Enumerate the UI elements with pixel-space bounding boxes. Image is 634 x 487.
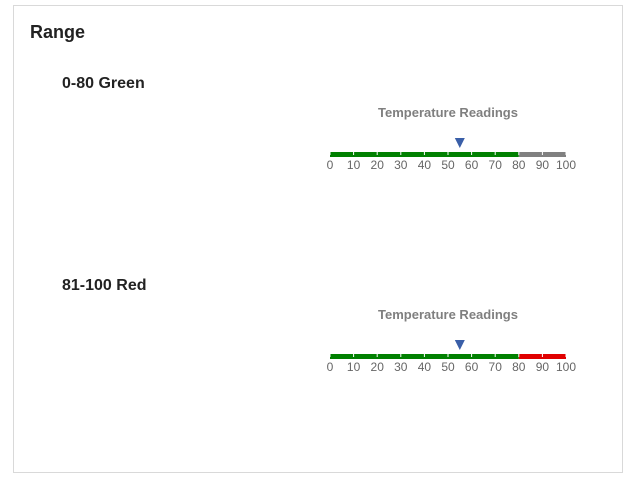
gauge-tick-label: 100	[556, 360, 576, 374]
gauge-section-red: 81-100 Red Temperature Readings 0 10 20 30 4…	[14, 277, 624, 427]
gauge-value-marker	[454, 340, 465, 350]
gauge-tick-label: 70	[489, 360, 503, 374]
gauge-tick-label: 20	[371, 360, 385, 374]
gauge-tick-label: 80	[512, 158, 526, 172]
gauge-tick-label: 50	[441, 360, 455, 374]
gauge-tick-label: 20	[371, 158, 385, 172]
gauge-tick-label: 60	[465, 158, 479, 172]
gauge-section-green: 0-80 Green Temperature Readings 0 10 20 30 4…	[14, 75, 624, 225]
gauge-tick-label: 40	[418, 158, 432, 172]
gauge-tick-label: 10	[347, 360, 361, 374]
gauge-title: Temperature Readings	[378, 105, 518, 120]
gauge-label: 0-80 Green	[62, 75, 145, 92]
gauge-tick-label: 90	[536, 158, 550, 172]
linear-gauge: 0 10 20 30 40 50 60 70 80 90 100	[327, 138, 576, 172]
gauge-value-marker	[454, 138, 465, 148]
gauge-tick-label: 0	[327, 158, 334, 172]
gauge-tick-label: 80	[512, 360, 526, 374]
gauge-tick-label: 30	[394, 360, 408, 374]
gauge-tick-label: 60	[465, 360, 479, 374]
gauge-label: 81-100 Red	[62, 277, 147, 294]
gauge-title: Temperature Readings	[378, 307, 518, 322]
gauge-tick-label: 0	[327, 360, 334, 374]
gauge-tick-label: 50	[441, 158, 455, 172]
gauge-tick-label: 90	[536, 360, 550, 374]
gauge-tick-label: 40	[418, 360, 432, 374]
gauge-tick-label: 30	[394, 158, 408, 172]
gauge-tick-label: 10	[347, 158, 361, 172]
linear-gauge: 0 10 20 30 40 50 60 70 80 90 100	[327, 340, 576, 374]
gauge-tick-label: 100	[556, 158, 576, 172]
panel-title: Range	[30, 22, 86, 42]
gauge-tick-label: 70	[489, 158, 503, 172]
